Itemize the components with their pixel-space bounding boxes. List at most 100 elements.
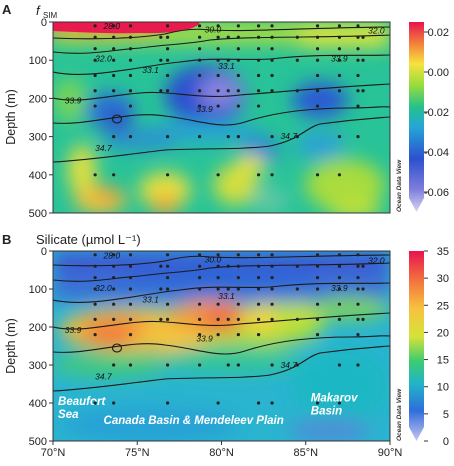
silicate-watermark: Ocean Data View — [396, 388, 403, 441]
contour-label: 34.7 — [95, 371, 112, 381]
sample-point — [93, 333, 97, 337]
sample-point — [216, 317, 220, 321]
sample-point — [197, 58, 202, 62]
sample-point — [128, 253, 133, 257]
sample-point — [128, 47, 133, 51]
sample-point — [128, 135, 133, 139]
sample-point — [197, 333, 202, 337]
sample-point — [270, 401, 274, 405]
sample-point — [236, 287, 240, 291]
contour-label: 33.9 — [65, 325, 82, 335]
sample-point — [315, 47, 320, 51]
latitude-axis: 70°N 75°N 80°N 85°N 90°N — [41, 441, 402, 459]
sample-point — [270, 135, 274, 139]
sample-point — [270, 264, 274, 268]
contour-label: 30.0 — [205, 25, 222, 35]
contour-lines — [53, 254, 390, 392]
sample-point — [315, 89, 320, 93]
sample-point — [159, 58, 163, 62]
sample-point — [236, 47, 240, 51]
silicate-depth-label: Depth (m) — [4, 318, 18, 374]
sample-point — [165, 89, 170, 93]
sample-point — [270, 363, 274, 367]
sample-point — [128, 363, 133, 367]
contour-label: 34.7 — [280, 131, 297, 141]
sample-point — [226, 363, 230, 367]
sample-point — [165, 135, 170, 139]
sample-point — [337, 24, 342, 28]
sample-point — [295, 58, 299, 62]
sample-point — [165, 47, 170, 51]
panel-a: A f SIM — [2, 2, 449, 220]
depth-tick-label: 500 — [29, 436, 47, 448]
sample-point — [337, 58, 342, 62]
sample-point — [315, 35, 320, 39]
depth-tick-label: 200 — [29, 322, 47, 334]
sample-point — [226, 264, 230, 268]
sample-point — [93, 264, 97, 268]
sample-point — [112, 24, 116, 28]
colorbar-tick-label: -0.04 — [424, 147, 449, 159]
sample-point — [197, 253, 202, 257]
sample-point — [165, 287, 170, 291]
sample-point — [337, 135, 342, 139]
sample-point — [356, 317, 360, 321]
sample-point — [197, 264, 202, 268]
sample-point — [356, 333, 360, 337]
sample-point — [165, 253, 170, 257]
sample-point — [270, 47, 274, 51]
sample-point — [236, 276, 240, 280]
sample-point — [216, 173, 220, 177]
sample-point — [270, 317, 274, 321]
sample-point — [361, 264, 365, 268]
sample-point — [356, 24, 360, 28]
depth-tick-label: 400 — [29, 398, 47, 410]
sample-point — [270, 173, 274, 177]
sample-point — [256, 401, 261, 405]
sample-point — [315, 264, 320, 268]
sample-point — [112, 58, 116, 62]
sample-point — [236, 264, 240, 268]
sample-point — [216, 104, 220, 108]
sample-point — [270, 89, 274, 93]
sample-point — [256, 89, 261, 93]
sample-point — [256, 317, 261, 321]
colorbar-tick-label: 0.00 — [428, 67, 449, 79]
sample-point — [197, 35, 202, 39]
sample-point — [93, 173, 97, 177]
fsim-depth-label: Depth (m) — [4, 89, 18, 145]
sample-point — [197, 302, 202, 306]
sample-point — [128, 24, 133, 28]
sample-point — [236, 35, 240, 39]
depth-tick-label: 0 — [41, 246, 47, 258]
sample-point — [356, 35, 360, 39]
sample-point — [216, 73, 220, 78]
sample-point — [361, 58, 365, 62]
sample-point — [236, 89, 240, 93]
sample-point — [197, 317, 202, 321]
silicate-colorbar-ticks: 35 30 25 20 15 10 5 0 — [424, 246, 449, 448]
region-label: Beaufort Sea — [58, 396, 106, 421]
contour-label: 32.0 — [95, 283, 112, 293]
sample-point — [270, 73, 274, 78]
colorbar-tick-label: 10 — [437, 382, 449, 394]
contour-label: 32.0 — [368, 256, 385, 266]
sample-point — [93, 302, 97, 306]
sample-point — [216, 24, 220, 28]
silicate-field — [53, 251, 390, 441]
fsim-contour-labels: 28.0 30.0 32.0 32.0 33.1 33.1 33.9 33.9 33.9 34.7… — [65, 21, 385, 153]
sample-point — [356, 363, 360, 367]
sample-point — [112, 47, 116, 51]
sample-point — [295, 287, 299, 291]
sample-point — [337, 173, 342, 177]
contour-lines — [53, 26, 390, 163]
fsim-watermark: Ocean Data View — [396, 159, 403, 212]
sample-point — [93, 73, 97, 78]
panel-label-b: B — [2, 232, 11, 247]
contour-label: 30.0 — [205, 254, 222, 264]
sample-point — [165, 24, 170, 28]
depth-tick-label: 0 — [41, 17, 47, 29]
colorbar-tick-label: -0.06 — [424, 187, 449, 199]
sample-point — [197, 363, 202, 367]
